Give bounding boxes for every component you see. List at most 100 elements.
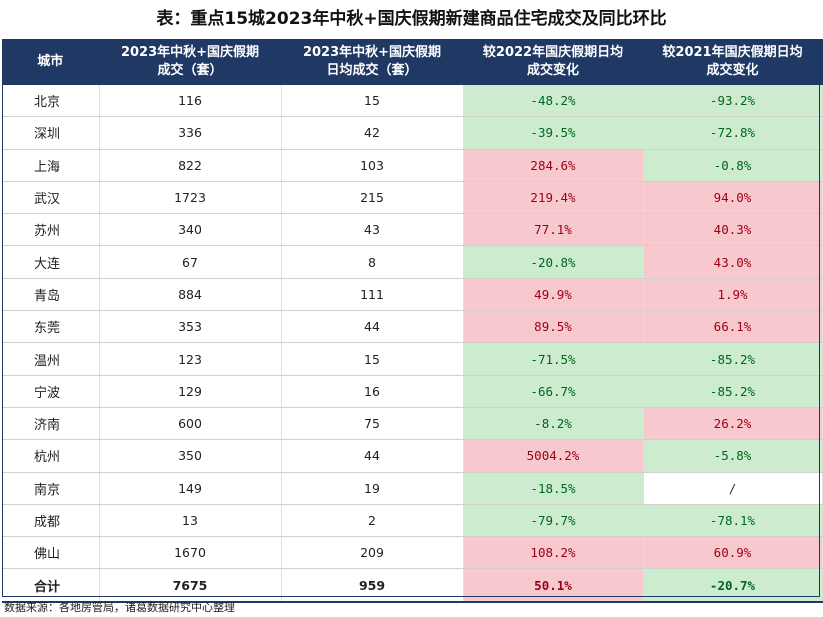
vs2022-cell: -18.5% [463, 472, 644, 505]
table-row: 东莞 353 44 89.5% 66.1% [2, 310, 823, 344]
vs2022-cell: 77.1% [463, 213, 644, 247]
total-cell: 822 [99, 149, 282, 182]
vs2022-cell: 108.2% [463, 536, 644, 570]
vs2022-cell: -79.7% [463, 504, 644, 538]
header-daily: 2023年中秋+国庆假期 日均成交（套） [281, 39, 464, 85]
header-daily-line1: 2023年中秋+国庆假期 [302, 45, 442, 60]
table-row: 杭州 350 44 5004.2% -5.8% [2, 439, 823, 473]
daily-cell: 42 [281, 116, 464, 150]
vs2022-cell: -66.7% [463, 375, 644, 408]
vs2022-cell: 284.6% [463, 149, 644, 182]
total-cell: 600 [99, 407, 282, 441]
city-cell: 上海 [2, 149, 100, 182]
city-cell: 苏州 [2, 213, 100, 247]
table-row: 佛山 1670 209 108.2% 60.9% [2, 536, 823, 570]
daily-cell: 43 [281, 213, 464, 247]
vs2021-cell: -78.1% [643, 504, 823, 538]
daily-cell: 215 [281, 181, 464, 215]
city-cell: 东莞 [2, 310, 100, 344]
city-cell: 温州 [2, 342, 100, 376]
vs2022-cell: 49.9% [463, 278, 644, 312]
header-total: 2023年中秋+国庆假期 成交（套） [99, 39, 282, 85]
city-cell: 南京 [2, 472, 100, 505]
header-vs2021-line2: 成交变化 [706, 63, 759, 78]
daily-cell: 2 [281, 504, 464, 538]
vs2021-cell: -0.8% [643, 149, 823, 182]
daily-cell: 15 [281, 85, 464, 118]
header-vs2021-line1: 较2021年国庆假期日均 [662, 45, 803, 60]
city-cell: 佛山 [2, 536, 100, 570]
total-cell: 116 [99, 85, 282, 118]
city-cell: 成都 [2, 504, 100, 538]
daily-cell: 15 [281, 342, 464, 376]
city-cell: 武汉 [2, 181, 100, 215]
table-row: 武汉 1723 215 219.4% 94.0% [2, 181, 823, 215]
city-cell: 大连 [2, 245, 100, 279]
city-cell: 济南 [2, 407, 100, 441]
daily-cell: 959 [281, 568, 464, 603]
header-vs2022-line1: 较2022年国庆假期日均 [482, 45, 624, 60]
vs2021-cell: -5.8% [643, 439, 823, 473]
table-row: 大连 67 8 -20.8% 43.0% [2, 245, 823, 279]
total-cell: 1723 [99, 181, 282, 215]
vs2021-cell: 40.3% [643, 213, 823, 247]
vs2022-cell: 219.4% [463, 181, 644, 215]
vs2022-cell: -71.5% [463, 342, 644, 376]
total-cell: 340 [99, 213, 282, 247]
daily-cell: 44 [281, 310, 464, 344]
vs2021-cell: -72.8% [643, 116, 823, 150]
vs2022-cell: -48.2% [463, 85, 644, 118]
vs2022-cell: -20.8% [463, 245, 644, 279]
total-cell: 1670 [99, 536, 282, 570]
vs2021-cell: 26.2% [643, 407, 823, 441]
daily-cell: 209 [281, 536, 464, 570]
vs2021-cell: -85.2% [643, 342, 823, 376]
daily-cell: 103 [281, 149, 464, 182]
total-cell: 129 [99, 375, 282, 408]
header-row: 城市 2023年中秋+国庆假期 成交（套） 2023年中秋+国庆假期 日均成交（套）… [2, 39, 823, 85]
vs2021-cell: 43.0% [643, 245, 823, 279]
vs2021-cell: 60.9% [643, 536, 823, 570]
vs2021-cell: -20.7% [643, 568, 823, 603]
header-daily-line2: 日均成交（套） [326, 63, 418, 78]
table-row: 济南 600 75 -8.2% 26.2% [2, 407, 823, 441]
vs2022-cell: -8.2% [463, 407, 644, 441]
header-total-line1: 2023年中秋+国庆假期 [120, 45, 260, 60]
vs2022-cell: 50.1% [463, 568, 644, 603]
header-vs2022: 较2022年国庆假期日均 成交变化 [463, 39, 644, 85]
header-city: 城市 [2, 39, 100, 85]
table-row: 成都 13 2 -79.7% -78.1% [2, 504, 823, 538]
total-cell: 67 [99, 245, 282, 279]
total-cell: 13 [99, 504, 282, 538]
daily-cell: 44 [281, 439, 464, 473]
city-cell: 北京 [2, 85, 100, 118]
total-cell: 350 [99, 439, 282, 473]
table-row: 苏州 340 43 77.1% 40.3% [2, 213, 823, 247]
city-cell: 青岛 [2, 278, 100, 312]
table-row: 青岛 884 111 49.9% 1.9% [2, 278, 823, 312]
daily-cell: 19 [281, 472, 464, 505]
vs2021-cell: 94.0% [643, 181, 823, 215]
city-cell: 杭州 [2, 439, 100, 473]
total-cell: 884 [99, 278, 282, 312]
vs2022-cell: 89.5% [463, 310, 644, 344]
daily-cell: 75 [281, 407, 464, 441]
vs2022-cell: 5004.2% [463, 439, 644, 473]
table-row: 上海 822 103 284.6% -0.8% [2, 149, 823, 182]
source-note: 数据来源：各地房管局，诸葛数据研究中心整理 [4, 601, 235, 614]
table-row: 南京 149 19 -18.5% / [2, 472, 823, 505]
header-total-line2: 成交（套） [157, 63, 223, 78]
daily-cell: 16 [281, 375, 464, 408]
table-row: 深圳 336 42 -39.5% -72.8% [2, 116, 823, 150]
housing-sales-table: 城市 2023年中秋+国庆假期 成交（套） 2023年中秋+国庆假期 日均成交（套）… [2, 39, 823, 603]
total-cell: 123 [99, 342, 282, 376]
table-row: 温州 123 15 -71.5% -85.2% [2, 342, 823, 376]
vs2021-cell: -93.2% [643, 85, 823, 118]
city-cell: 宁波 [2, 375, 100, 408]
table-row: 北京 116 15 -48.2% -93.2% [2, 85, 823, 118]
total-cell: 7675 [99, 568, 282, 603]
vs2021-cell: 66.1% [643, 310, 823, 344]
total-row: 合计 7675 959 50.1% -20.7% [2, 568, 823, 603]
table-row: 宁波 129 16 -66.7% -85.2% [2, 375, 823, 408]
daily-cell: 8 [281, 245, 464, 279]
